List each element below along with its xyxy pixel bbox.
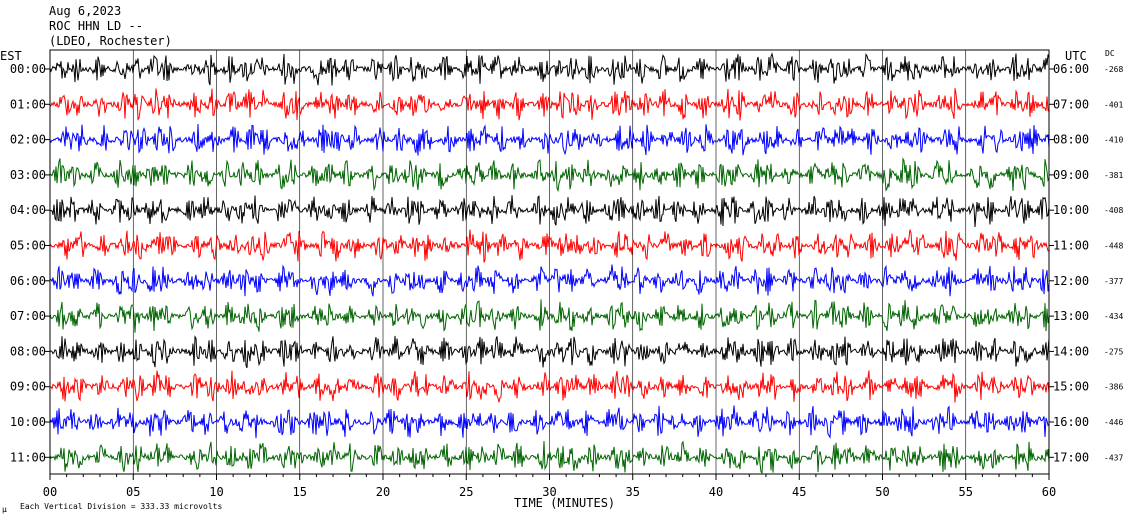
trace-0000 — [49, 52, 1050, 86]
est-hour-label: 08:00 — [10, 344, 46, 358]
trace-0300 — [49, 157, 1050, 193]
x-tick-label: 15 — [293, 485, 307, 499]
utc-hour-label: 10:00 — [1053, 203, 1089, 217]
trace-1000 — [49, 405, 1050, 440]
x-tick-label: 25 — [459, 485, 473, 499]
dc-offset-label: -401 — [1104, 100, 1123, 109]
x-tick-label: 45 — [792, 485, 806, 499]
trace-0200 — [49, 123, 1050, 156]
est-hour-label: 10:00 — [10, 415, 46, 429]
utc-hour-label: 14:00 — [1053, 344, 1089, 358]
x-tick-label: 50 — [875, 485, 889, 499]
x-tick-label: 55 — [959, 485, 973, 499]
trace-0100 — [49, 88, 1050, 121]
x-tick-label: 10 — [209, 485, 223, 499]
dc-offset-label: -386 — [1104, 383, 1123, 392]
header-date: Aug 6,2023 — [49, 4, 122, 18]
x-tick-label: 40 — [709, 485, 723, 499]
utc-hour-label: 16:00 — [1053, 415, 1089, 429]
utc-hour-label: 12:00 — [1053, 274, 1089, 288]
dc-offset-label: -434 — [1104, 312, 1123, 321]
dc-offset-label: -377 — [1104, 277, 1123, 286]
x-tick-label: 05 — [126, 485, 140, 499]
trace-1100 — [49, 440, 1050, 475]
header-network: (LDEO, Rochester) — [49, 34, 172, 48]
trace-0500 — [49, 229, 1050, 263]
dc-offset-label: -448 — [1104, 242, 1123, 251]
trace-0600 — [49, 264, 1050, 297]
est-hour-label: 01:00 — [10, 97, 46, 111]
dc-offset-label: -437 — [1104, 453, 1123, 462]
dc-offset-label: -410 — [1104, 136, 1123, 145]
utc-hour-label: 13:00 — [1053, 309, 1089, 323]
est-hour-label: 03:00 — [10, 168, 46, 182]
utc-hour-label: 06:00 — [1053, 62, 1089, 76]
trace-0400 — [49, 195, 1050, 228]
dc-offset-label: -275 — [1104, 347, 1123, 356]
dc-offset-label: -381 — [1104, 171, 1123, 180]
trace-0800 — [49, 335, 1050, 369]
est-hour-label: 06:00 — [10, 274, 46, 288]
utc-hour-label: 07:00 — [1053, 97, 1089, 111]
corner-mark: μ — [2, 505, 7, 514]
utc-hour-label: 11:00 — [1053, 239, 1089, 253]
utc-hour-label: 15:00 — [1053, 380, 1089, 394]
est-hour-label: 07:00 — [10, 309, 46, 323]
x-tick-label: 00 — [43, 485, 57, 499]
utc-hour-label: 17:00 — [1053, 450, 1089, 464]
est-hour-label: 04:00 — [10, 203, 46, 217]
dc-offset-label: -446 — [1104, 418, 1123, 427]
est-hour-label: 05:00 — [10, 239, 46, 253]
trace-0900 — [49, 370, 1050, 403]
dc-title: DC — [1105, 49, 1115, 58]
est-hour-label: 11:00 — [10, 450, 46, 464]
utc-hour-label: 08:00 — [1053, 133, 1089, 147]
utc-hour-label: 09:00 — [1053, 168, 1089, 182]
x-tick-label: 35 — [626, 485, 640, 499]
right-axis-title: UTC — [1065, 49, 1087, 63]
dc-offset-label: -408 — [1104, 206, 1123, 215]
trace-0700 — [49, 299, 1050, 333]
scale-note: Each Vertical Division = 333.33 microvol… — [20, 502, 223, 511]
est-hour-label: 02:00 — [10, 133, 46, 147]
dc-offset-label: -268 — [1104, 65, 1123, 74]
x-tick-label: 60 — [1042, 485, 1056, 499]
est-hour-label: 00:00 — [10, 62, 46, 76]
x-axis-label: TIME (MINUTES) — [514, 496, 616, 510]
est-hour-label: 09:00 — [10, 380, 46, 394]
left-axis-title: EST — [0, 49, 22, 63]
plot-frame — [49, 49, 1050, 475]
x-tick-label: 20 — [376, 485, 390, 499]
x-tick-label: 30 — [542, 485, 556, 499]
header-station: ROC HHN LD -- — [49, 19, 143, 33]
